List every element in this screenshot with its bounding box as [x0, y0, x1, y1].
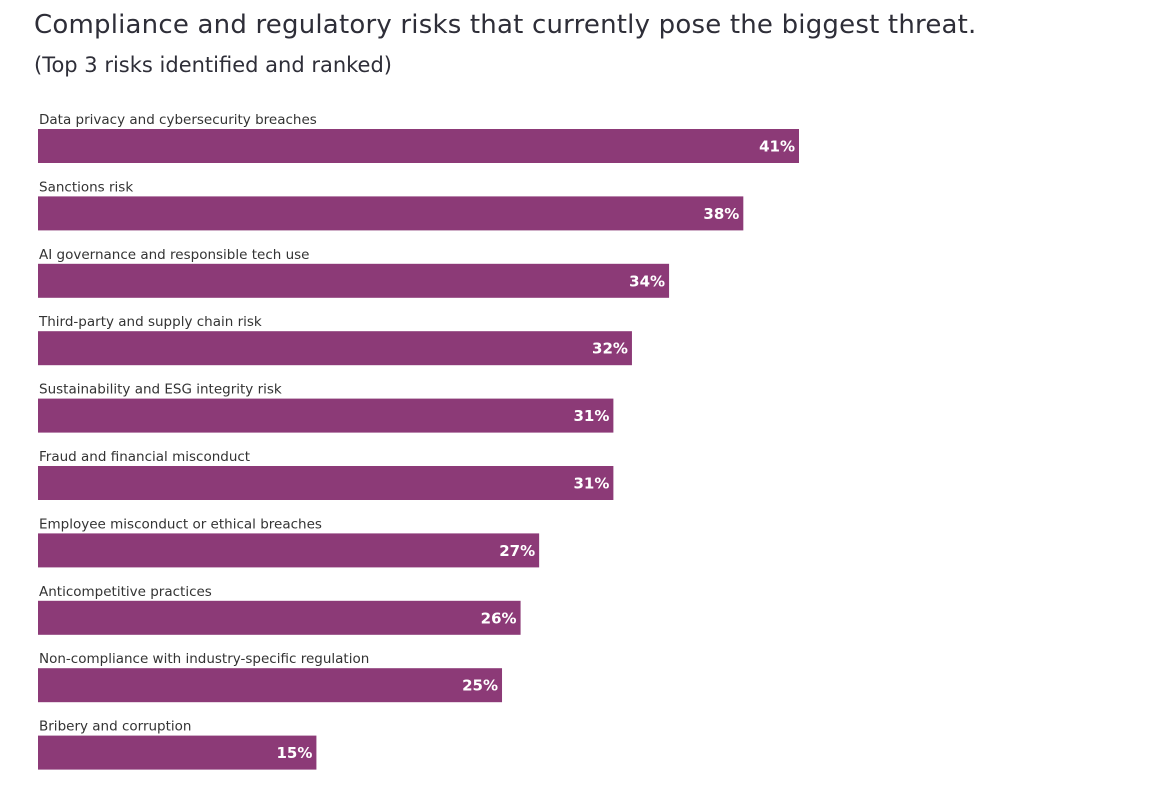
category-label: Sanctions risk: [39, 179, 133, 195]
bar: [38, 466, 614, 500]
value-label: 26%: [481, 609, 517, 627]
category-label: Fraud and financial misconduct: [39, 449, 250, 465]
bar: [38, 196, 744, 231]
value-label: 25%: [462, 677, 498, 695]
value-label: 32%: [592, 340, 628, 358]
category-label: AI governance and responsible tech use: [39, 247, 309, 263]
category-label: Third-party and supply chain risk: [38, 314, 262, 330]
category-label: Non-compliance with industry-specific re…: [39, 651, 369, 667]
value-label: 41%: [759, 138, 795, 156]
category-label: Anticompetitive practices: [39, 584, 212, 600]
value-label: 34%: [629, 272, 665, 290]
bar: [38, 600, 521, 635]
category-label: Sustainability and ESG integrity risk: [39, 382, 282, 398]
bar: [38, 129, 799, 163]
bar: [38, 668, 503, 703]
bar: [38, 533, 540, 568]
value-label: 38%: [703, 205, 739, 223]
value-label: 31%: [573, 475, 609, 493]
value-label: 31%: [573, 407, 609, 425]
chart-title: Compliance and regulatory risks that cur…: [34, 10, 977, 40]
chart-subtitle: (Top 3 risks identified and ranked): [34, 53, 392, 77]
value-label: 27%: [499, 542, 535, 560]
category-label: Data privacy and cybersecurity breaches: [39, 112, 317, 128]
category-label: Bribery and corruption: [39, 719, 192, 735]
bar: [38, 398, 614, 433]
bar: [38, 263, 670, 298]
bar: [38, 735, 317, 770]
category-label: Employee misconduct or ethical breaches: [39, 516, 322, 532]
bar: [38, 331, 632, 366]
value-label: 15%: [277, 744, 313, 762]
